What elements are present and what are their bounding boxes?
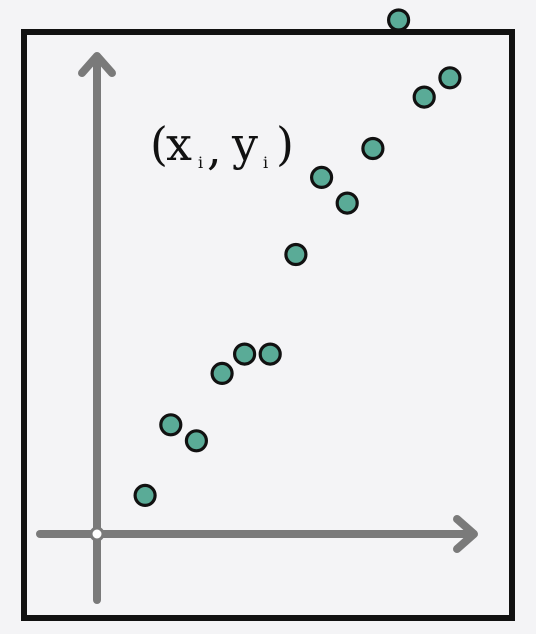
data-point-6 xyxy=(258,342,282,366)
annotation-close-paren: ) xyxy=(276,117,294,171)
data-point-13 xyxy=(438,66,462,90)
annotation-y: y xyxy=(231,117,258,171)
data-point-12 xyxy=(412,85,436,109)
chart-frame xyxy=(21,29,515,621)
y-axis-arrow xyxy=(78,52,116,77)
point-label-annotation: ( x i , y i ) xyxy=(150,117,294,175)
data-point-4 xyxy=(210,361,234,385)
data-point-11 xyxy=(387,8,411,32)
annotation-open-paren: ( xyxy=(150,117,168,171)
x-axis-arrow xyxy=(453,515,478,553)
data-point-1 xyxy=(133,483,157,507)
data-points xyxy=(133,8,462,507)
data-point-8 xyxy=(310,165,334,189)
annotation-x-subscript: i xyxy=(198,153,203,172)
data-point-10 xyxy=(361,136,385,161)
annotation-comma: , xyxy=(207,121,222,175)
origin-marker xyxy=(89,526,105,542)
annotation-y-subscript: i xyxy=(263,153,268,172)
data-point-7 xyxy=(284,242,308,267)
data-point-2 xyxy=(159,413,183,437)
data-point-5 xyxy=(233,342,257,366)
data-point-3 xyxy=(184,429,208,453)
annotation-x: x xyxy=(166,117,192,171)
data-point-9 xyxy=(335,191,359,215)
